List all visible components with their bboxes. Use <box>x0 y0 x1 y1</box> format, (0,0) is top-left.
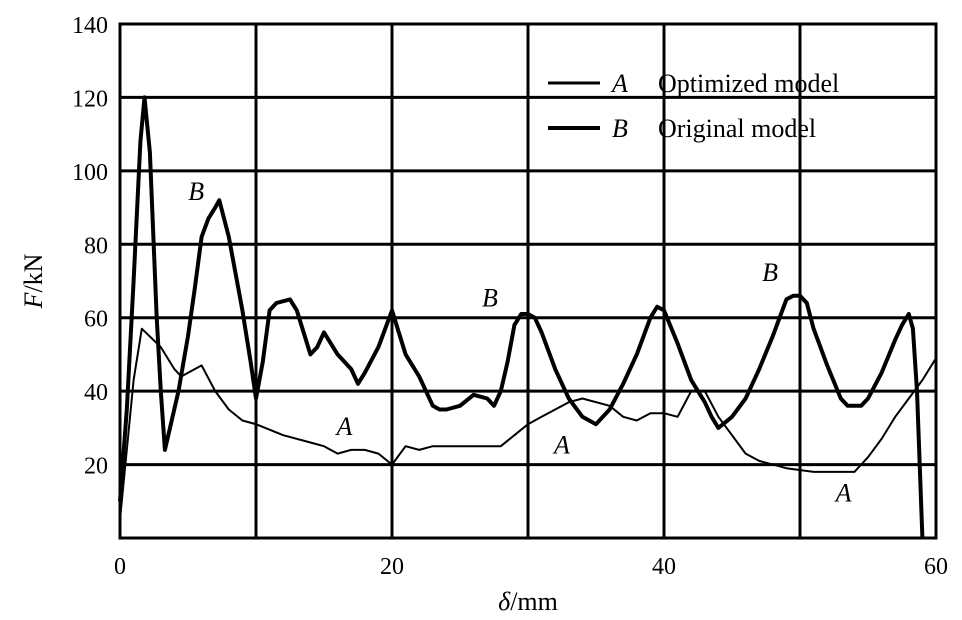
x-tick-label: 40 <box>652 554 676 580</box>
x-tick-label: 20 <box>380 554 404 580</box>
x-tick-labels: 0 20 40 60 <box>114 554 948 580</box>
curve-label-a: A <box>334 412 352 441</box>
x-tick-label: 60 <box>924 554 948 580</box>
y-tick-label: 80 <box>84 233 108 259</box>
data-series <box>118 95 937 539</box>
plot-frame <box>118 22 938 540</box>
x-axis-symbol: δ <box>498 587 511 616</box>
y-tick-label: 140 <box>72 13 108 39</box>
y-axis-unit: /kN <box>19 253 48 292</box>
legend-letter-a: A <box>610 69 628 98</box>
x-tick-label: 0 <box>114 554 126 580</box>
curve-label-a: A <box>834 478 852 507</box>
y-tick-label: 40 <box>84 380 108 406</box>
curve-label-a: A <box>552 431 570 460</box>
y-axis-title: F/kN <box>19 253 48 309</box>
curve-labels: B A B A B A <box>188 177 851 507</box>
curve-label-b: B <box>762 258 778 287</box>
y-tick-label: 20 <box>84 454 108 480</box>
curve-label-b: B <box>188 177 204 206</box>
legend-label-a: Optimized model <box>658 69 839 98</box>
legend-letter-b: B <box>612 114 628 143</box>
grid-lines <box>120 24 936 538</box>
legend-label-b: Original model <box>658 114 816 143</box>
y-tick-label: 120 <box>72 86 108 112</box>
y-tick-label: 60 <box>84 307 108 333</box>
y-axis-symbol: F <box>19 291 48 309</box>
x-axis-unit: /mm <box>510 587 558 616</box>
legend: A Optimized model B Original model <box>548 69 839 143</box>
series-line-a <box>119 327 937 520</box>
curve-label-b: B <box>482 284 498 313</box>
y-tick-labels: 20 40 60 80 100 120 140 <box>72 13 108 480</box>
y-tick-label: 100 <box>72 160 108 186</box>
series-line-b <box>118 95 925 539</box>
x-axis-title: δ/mm <box>498 587 558 616</box>
